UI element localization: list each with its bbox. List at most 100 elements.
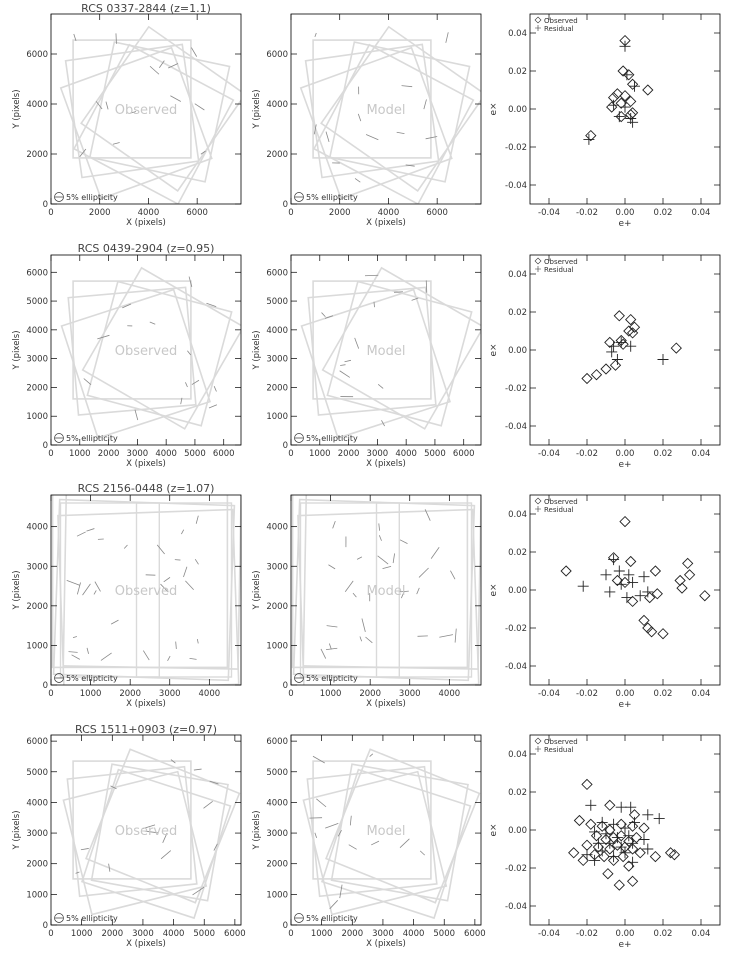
legend-residual-marker xyxy=(535,25,541,31)
ellipticity-whisker xyxy=(373,301,375,308)
residual-point xyxy=(619,40,631,52)
residual-point xyxy=(638,834,650,845)
pointing-outline xyxy=(299,46,453,200)
chip-outline xyxy=(299,502,473,678)
ellipticity-whisker xyxy=(73,33,77,41)
x-tick-label: 2000 xyxy=(89,208,111,218)
ellipticity-key-icon xyxy=(54,192,64,202)
observed-point xyxy=(623,860,635,872)
residual-point xyxy=(613,565,625,577)
y-tick-label: 1000 xyxy=(26,412,48,422)
pointing-outlines xyxy=(299,25,481,204)
y-tick-label: 0 xyxy=(283,921,288,931)
residual-point xyxy=(627,116,639,128)
x-tick-label: 5000 xyxy=(193,929,215,939)
y-tick-label: -0.02 xyxy=(505,624,527,634)
x-axis-label: X (pixels) xyxy=(366,699,406,709)
y-tick-label: 0 xyxy=(43,921,48,931)
observed-point xyxy=(577,854,589,867)
y-tick-label: 3000 xyxy=(26,829,48,839)
ellipticity-whisker xyxy=(156,544,165,555)
legend-observed-label: Observed xyxy=(544,258,578,266)
observed-point xyxy=(625,313,637,326)
scatter-frame xyxy=(529,254,721,446)
x-axis-label: X (pixels) xyxy=(126,459,166,469)
y-tick-label: 4000 xyxy=(266,326,288,336)
ellipticity-whisker xyxy=(328,643,332,650)
residual-point xyxy=(589,826,601,838)
residual-point xyxy=(600,828,612,840)
cluster-title: RCS 0439-2904 (z=0.95) xyxy=(78,242,215,255)
ellipticity-whisker xyxy=(359,636,363,642)
ellipticity-whisker xyxy=(170,759,176,764)
observed-point xyxy=(634,847,646,859)
legend-observed-label: Observed xyxy=(544,17,578,25)
ellipticity-whisker xyxy=(108,863,111,872)
legend-observed-label: Observed xyxy=(544,738,578,746)
observed-point xyxy=(609,359,622,371)
y-tick-label: 4000 xyxy=(26,523,48,533)
observed-point xyxy=(619,90,631,102)
ellipticity-whisker xyxy=(187,350,192,356)
observed-point xyxy=(598,850,610,863)
x-tick-label: 0.04 xyxy=(692,449,711,459)
x-tick-label: 2000 xyxy=(98,449,120,459)
x-tick-label: 0 xyxy=(48,689,53,699)
ellipticity-whisker xyxy=(423,99,427,110)
residual-point xyxy=(657,354,669,365)
legend-residual-label: Residual xyxy=(544,506,574,514)
ellipticity-whisker xyxy=(66,580,80,586)
ellipticity-whisker xyxy=(378,523,380,531)
ellipticity-whisker xyxy=(337,829,342,837)
x-axis-label: X (pixels) xyxy=(366,218,406,228)
ellipticity-whisker xyxy=(175,641,177,649)
ellipticity-whisker xyxy=(418,567,429,578)
residual-point xyxy=(615,336,627,348)
observed-point xyxy=(590,830,603,842)
observed-point xyxy=(613,879,625,891)
y-tick-label: 0.00 xyxy=(508,105,527,115)
x-tick-label: 5000 xyxy=(184,449,206,459)
observed-point xyxy=(604,336,616,349)
y-tick-label: 3000 xyxy=(266,355,288,365)
residual-point xyxy=(604,586,616,598)
residual-point xyxy=(619,101,631,113)
legend-residual-label: Residual xyxy=(544,25,574,33)
ellipticity-whisker xyxy=(170,95,182,102)
ellipticity-whisker xyxy=(430,547,440,559)
ellipticity-key-label: 5% ellipticity xyxy=(306,914,358,923)
x-axis-label: e+ xyxy=(618,219,631,229)
residual-point xyxy=(608,340,620,352)
y-tick-label: 2000 xyxy=(26,602,48,612)
ellipticity-key-label: 5% ellipticity xyxy=(306,434,358,443)
pointing-outline xyxy=(307,286,437,416)
y-tick-label: 2000 xyxy=(26,150,48,160)
observed-point xyxy=(657,628,669,640)
x-axis-label: e+ xyxy=(618,700,631,710)
x-tick-label: 1000 xyxy=(80,689,102,699)
observed-point xyxy=(604,843,616,855)
pointing-outline xyxy=(60,288,212,440)
ellipticity-key-label: 5% ellipticity xyxy=(66,914,118,923)
residual-point xyxy=(627,837,639,849)
observed-point xyxy=(638,822,650,834)
pointing-outline xyxy=(304,43,440,179)
x-tick-label: 6000 xyxy=(186,208,208,218)
observed-point xyxy=(699,590,711,602)
observed-point xyxy=(585,818,597,830)
observed-point xyxy=(664,847,677,859)
y-tick-label: 3000 xyxy=(26,562,48,572)
residual-point xyxy=(611,832,623,844)
y-tick-label: 4000 xyxy=(26,326,48,336)
ellipticity-key-label: 5% ellipticity xyxy=(66,434,118,443)
y-tick-label: 6000 xyxy=(26,50,48,60)
ellipticity-whisker xyxy=(68,651,78,653)
ellipticity-whisker xyxy=(325,822,339,829)
y-tick-label: 6000 xyxy=(266,737,288,747)
ellipticity-whisker xyxy=(405,164,415,167)
pointing-outlines xyxy=(300,266,481,440)
observed-point xyxy=(611,88,624,100)
x-tick-label: 2000 xyxy=(341,929,363,939)
ellipticity-whisker xyxy=(100,652,112,661)
